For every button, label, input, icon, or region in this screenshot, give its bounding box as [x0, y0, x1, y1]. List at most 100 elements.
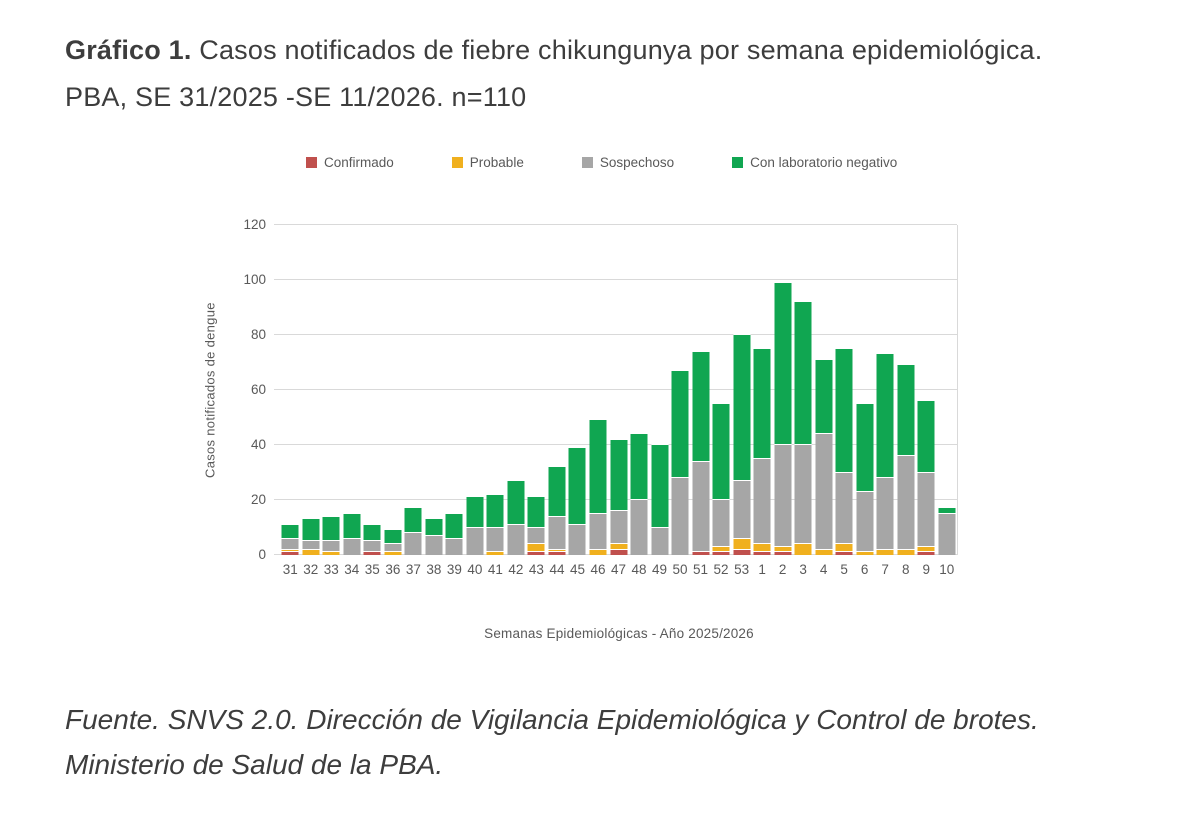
x-tick-label-44: 44 — [549, 562, 565, 577]
bar-week-6 — [856, 403, 874, 555]
chart-title: Gráfico 1. Casos notificados de fiebre c… — [65, 27, 1095, 121]
x-tick-label-43: 43 — [528, 562, 544, 577]
segment-sospechoso — [856, 491, 874, 553]
legend: Confirmado Probable Sospechoso Con labor… — [306, 155, 897, 170]
segment-con-laboratorio-negativo — [671, 370, 689, 478]
segment-confirmado — [363, 552, 381, 555]
plot-area: 0 20 40 60 80 100 120 31 32 33 34 35 36 37 38 39 40 41 42 4… — [243, 217, 958, 577]
segment-sospechoso — [733, 480, 751, 539]
segment-probable — [589, 549, 607, 555]
y-axis-title: Casos notificados de dengue — [202, 302, 218, 478]
segment-confirmado — [548, 552, 566, 555]
segment-sospechoso — [835, 472, 853, 544]
x-tick-label-50: 50 — [672, 562, 688, 577]
segment-sospechoso — [917, 472, 935, 547]
segment-sospechoso — [692, 461, 710, 553]
x-tick-label-2: 2 — [778, 562, 787, 577]
segment-probable — [712, 546, 730, 553]
segment-confirmado — [753, 552, 771, 555]
legend-label: Sospechoso — [599, 155, 675, 170]
x-tick-label-32: 32 — [303, 562, 319, 577]
segment-sospechoso — [425, 535, 443, 555]
segment-con-laboratorio-negativo — [876, 354, 894, 478]
segment-con-laboratorio-negativo — [486, 494, 504, 528]
segment-con-laboratorio-negativo — [425, 519, 443, 536]
segment-con-laboratorio-negativo — [527, 497, 545, 528]
legend-label: Con laboratorio negativo — [750, 155, 898, 170]
segment-probable — [302, 549, 320, 555]
x-axis-title: Semanas Epidemiológicas - Año 2025/2026 — [484, 626, 754, 641]
bar-week-2 — [774, 282, 792, 555]
segment-probable — [548, 549, 566, 553]
segment-confirmado — [733, 549, 751, 555]
x-tick-label-48: 48 — [631, 562, 647, 577]
segment-probable — [917, 546, 935, 553]
segment-con-laboratorio-negativo — [774, 282, 792, 445]
bar-week-48 — [630, 434, 648, 555]
x-tick-label-3: 3 — [799, 562, 807, 577]
gridline-y-100 — [274, 279, 957, 280]
segment-confirmado — [835, 552, 853, 555]
bar-week-8 — [897, 365, 915, 555]
sospechoso-swatch-icon — [581, 157, 593, 168]
segment-con-laboratorio-negativo — [753, 348, 771, 459]
segment-con-laboratorio-negativo — [712, 403, 730, 500]
bar-week-34 — [343, 513, 361, 555]
x-tick-label-42: 42 — [508, 562, 524, 577]
y-tick-label: 100 — [243, 271, 266, 287]
x-tick-label-5: 5 — [840, 562, 848, 577]
segment-sospechoso — [302, 541, 320, 550]
bar-week-40 — [466, 497, 484, 555]
segment-sospechoso — [404, 533, 422, 555]
segment-con-laboratorio-negativo — [733, 335, 751, 481]
segment-con-laboratorio-negativo — [610, 439, 627, 511]
segment-con-laboratorio-negativo — [692, 351, 710, 462]
segment-sospechoso — [322, 541, 340, 553]
segment-con-laboratorio-negativo — [938, 508, 956, 514]
bar-week-39 — [445, 513, 463, 555]
bar-week-1 — [753, 348, 771, 555]
segment-sospechoso — [938, 513, 956, 555]
legend-label: Confirmado — [324, 155, 394, 170]
bar-week-49 — [651, 445, 669, 555]
segment-sospechoso — [568, 524, 586, 555]
y-tick-label: 20 — [250, 491, 266, 507]
laboratorio-negativo-swatch-icon — [732, 157, 744, 168]
x-tick-label-36: 36 — [385, 562, 401, 577]
x-tick-label-1: 1 — [758, 562, 766, 577]
bar-week-50 — [671, 370, 689, 555]
bar-week-38 — [425, 519, 443, 555]
segment-probable — [322, 552, 340, 555]
segment-con-laboratorio-negativo — [917, 401, 935, 473]
segment-sospechoso — [466, 527, 484, 555]
x-tick-label-31: 31 — [282, 562, 298, 577]
x-tick-label-46: 46 — [590, 562, 606, 577]
segment-confirmado — [917, 552, 935, 555]
segment-probable — [856, 552, 874, 555]
bar-week-42 — [507, 480, 525, 555]
segment-sospechoso — [363, 541, 381, 553]
segment-confirmado — [610, 549, 627, 555]
legend-item-confirmado: Confirmado — [306, 155, 394, 170]
bar-week-52 — [712, 403, 730, 555]
chart-title-text: Casos notificados de fiebre chikungunya … — [65, 35, 1043, 112]
segment-sospechoso — [507, 524, 525, 555]
x-tick-label-47: 47 — [610, 562, 627, 577]
x-tick-label-34: 34 — [344, 562, 360, 577]
segment-sospechoso — [651, 527, 669, 555]
x-tick-label-38: 38 — [426, 562, 442, 577]
x-tick-label-9: 9 — [922, 562, 930, 577]
legend-item-sospechoso: Sospechoso — [581, 155, 675, 170]
x-tick-label-35: 35 — [364, 562, 380, 577]
segment-sospechoso — [445, 538, 463, 555]
y-tick-label: 0 — [258, 546, 266, 562]
segment-probable — [281, 549, 299, 553]
segment-con-laboratorio-negativo — [445, 513, 463, 539]
segment-sospechoso — [671, 478, 689, 555]
x-tick-label-39: 39 — [446, 562, 462, 577]
segment-con-laboratorio-negativo — [507, 480, 525, 525]
probable-swatch-icon — [451, 157, 463, 168]
segment-probable — [815, 549, 833, 555]
bar-week-47 — [610, 439, 627, 555]
